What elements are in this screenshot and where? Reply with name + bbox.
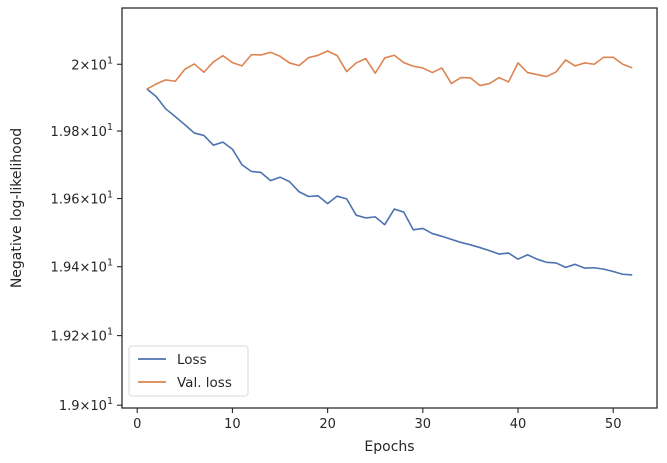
y-axis-ticks: 1.9×1011.92×1011.94×1011.96×1011.98×1012… [51, 55, 122, 414]
y-tick-label: 2×101 [71, 55, 113, 73]
y-tick-base: 10 [90, 399, 107, 414]
y-tick-exponent: 1 [107, 258, 113, 269]
plot-area-border [121, 7, 658, 409]
series-line-0 [146, 88, 633, 276]
series-lines [146, 50, 633, 276]
y-tick-mantissa: 1.96 [51, 193, 80, 208]
y-tick-mantissa: 1.98 [51, 125, 80, 140]
y-tick-label: 1.92×101 [51, 327, 113, 345]
y-tick-base: 10 [90, 58, 107, 73]
y-tick-label: 1.9×101 [59, 396, 113, 414]
y-tick-label: 1.98×101 [51, 122, 113, 140]
y-tick-base: 10 [90, 261, 107, 276]
y-tick-label: 1.96×101 [51, 190, 113, 208]
x-tick-label: 50 [605, 417, 622, 432]
series-line-1 [146, 50, 633, 90]
y-tick-exponent: 1 [107, 327, 113, 338]
y-tick-exponent: 1 [107, 122, 113, 133]
y-tick-mantissa: 2 [71, 58, 79, 73]
y-tick-base: 10 [90, 193, 107, 208]
x-tick-label: 40 [510, 417, 527, 432]
y-tick-mantissa: 1.92 [51, 330, 80, 345]
x-tick-label: 0 [133, 417, 141, 432]
y-tick-exponent: 1 [107, 55, 113, 66]
x-axis-label: Epochs [364, 439, 414, 455]
legend-label-1: Val. loss [177, 375, 232, 391]
x-tick-label: 30 [415, 417, 432, 432]
legend: Loss Val. loss [128, 345, 249, 397]
y-tick-base: 10 [90, 125, 107, 140]
y-tick-base: 10 [90, 330, 107, 345]
axes-frame [121, 7, 658, 409]
y-tick-exponent: 1 [107, 190, 113, 201]
y-tick-mantissa: 1.94 [51, 261, 80, 276]
legend-label-0: Loss [177, 352, 207, 368]
x-tick-label: 20 [319, 417, 336, 432]
y-tick-mantissa: 1.9 [59, 399, 80, 414]
y-tick-exponent: 1 [107, 396, 113, 407]
y-tick-label: 1.94×101 [51, 258, 113, 276]
x-axis-ticks: 0 10 20 30 40 50 [133, 408, 621, 432]
y-axis-label: Negative log-likelihood [9, 128, 25, 288]
x-tick-label: 10 [224, 417, 241, 432]
